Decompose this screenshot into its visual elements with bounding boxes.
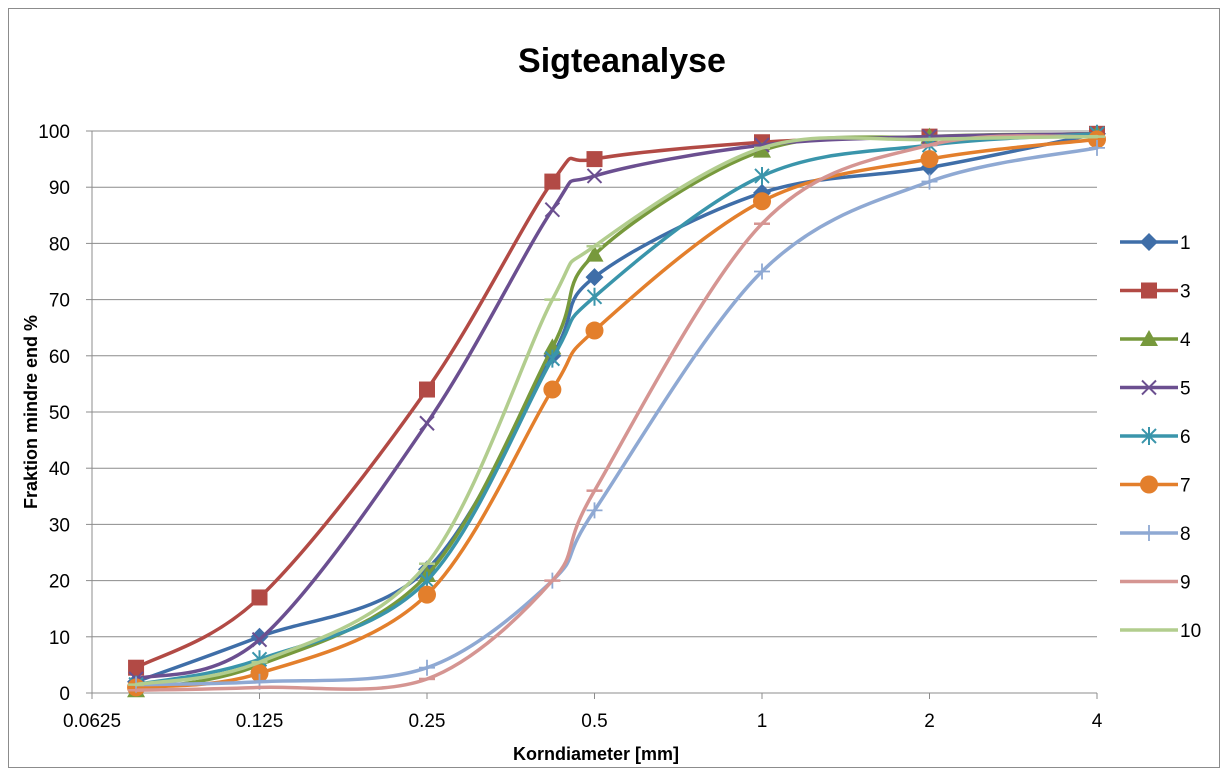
series-line xyxy=(134,132,1099,670)
y-tick-label: 50 xyxy=(49,403,70,424)
series-5 xyxy=(128,126,1105,687)
legend-item-8: 8 xyxy=(1120,524,1191,545)
data-point xyxy=(251,589,268,606)
chart-title: Sigteanalyse xyxy=(518,42,726,80)
legend-item-6: 6 xyxy=(1120,427,1191,448)
series-line xyxy=(134,146,1099,687)
series-10 xyxy=(128,134,1105,687)
legend-item-10: 10 xyxy=(1120,621,1201,642)
data-point xyxy=(586,287,603,306)
data-point xyxy=(543,380,562,399)
y-tick-label: 40 xyxy=(49,459,70,480)
series-line xyxy=(134,132,1099,684)
series-9 xyxy=(128,134,1105,692)
data-point xyxy=(544,349,561,368)
legend-label: 1 xyxy=(1180,233,1191,254)
data-point xyxy=(544,201,561,218)
legend-marker xyxy=(1140,330,1158,346)
x-tick-label: 2 xyxy=(924,711,935,732)
data-point xyxy=(418,585,436,604)
series-line xyxy=(134,134,1099,692)
legend-item-9: 9 xyxy=(1120,573,1191,594)
y-tick-label: 30 xyxy=(49,515,70,536)
series-7 xyxy=(127,130,1106,697)
data-point xyxy=(586,502,603,519)
data-point xyxy=(544,173,561,190)
series-1 xyxy=(127,124,1106,691)
y-tick-label: 20 xyxy=(49,572,70,593)
series-group xyxy=(127,124,1106,698)
legend-label: 9 xyxy=(1180,573,1191,594)
x-tick-label: 0.25 xyxy=(409,711,446,732)
legend-marker xyxy=(1140,233,1158,251)
legend-item-5: 5 xyxy=(1120,379,1191,400)
series-line xyxy=(134,132,1099,681)
series-line xyxy=(134,137,1099,690)
data-point xyxy=(753,192,771,211)
data-point xyxy=(920,150,939,169)
data-point xyxy=(250,664,269,683)
y-tick-label: 70 xyxy=(49,291,70,312)
x-tick-label: 1 xyxy=(757,711,768,732)
series-6 xyxy=(128,124,1105,694)
series-line xyxy=(134,134,1099,687)
gridlines xyxy=(92,130,1097,694)
legend-marker xyxy=(1141,379,1157,396)
legend-label: 5 xyxy=(1180,379,1191,400)
legend-label: 6 xyxy=(1180,427,1191,448)
data-point xyxy=(754,263,770,280)
axes: 0 10 20 30 40 50 60 70 80 90 100 0.0625 0.125 0.25 0.5… xyxy=(38,122,1102,732)
legend-item-4: 4 xyxy=(1120,330,1191,351)
y-tick-label: 100 xyxy=(38,122,70,143)
data-point xyxy=(585,245,604,262)
legend-item-7: 7 xyxy=(1120,475,1191,497)
data-point xyxy=(419,415,435,431)
legend-marker xyxy=(1141,427,1157,445)
legend-item-3: 3 xyxy=(1120,282,1191,303)
legend-label: 4 xyxy=(1180,330,1191,351)
y-tick-label: 0 xyxy=(59,684,70,705)
y-tick-label: 80 xyxy=(49,234,70,255)
series-line xyxy=(134,132,1099,687)
legend-label: 3 xyxy=(1180,282,1191,303)
x-tick-label: 4 xyxy=(1092,711,1103,732)
legend-marker xyxy=(1141,282,1157,299)
x-tick-label: 0.0625 xyxy=(63,711,121,732)
data-point xyxy=(1089,139,1105,156)
series-3 xyxy=(128,125,1105,676)
y-tick-label: 10 xyxy=(49,628,70,649)
legend-label: 7 xyxy=(1180,476,1191,497)
legend-label: 10 xyxy=(1180,621,1201,642)
data-point xyxy=(585,321,604,340)
x-axis-title: Korndiameter [mm] xyxy=(513,744,679,764)
legend-marker xyxy=(1141,525,1157,541)
data-point xyxy=(921,173,938,190)
data-point xyxy=(419,659,435,676)
x-tick-label: 0.125 xyxy=(236,711,284,732)
data-point xyxy=(585,268,604,287)
legend-marker xyxy=(1140,475,1158,494)
legend-item-1: 1 xyxy=(1120,233,1191,254)
series-4 xyxy=(127,124,1106,698)
y-tick-label: 60 xyxy=(49,347,70,368)
data-point xyxy=(251,631,268,648)
y-tick-label: 90 xyxy=(49,178,70,199)
x-tick-label: 0.5 xyxy=(581,711,607,732)
series-8 xyxy=(128,139,1105,693)
legend: 1 3 4 5 6 7 8 9 10 xyxy=(1120,233,1201,642)
data-point xyxy=(586,151,603,168)
data-point xyxy=(754,166,770,185)
data-point xyxy=(128,659,145,676)
y-axis-title: Fraktion mindre end % xyxy=(21,315,41,509)
legend-label: 8 xyxy=(1180,524,1191,545)
data-point xyxy=(586,168,603,184)
data-point xyxy=(419,381,435,398)
